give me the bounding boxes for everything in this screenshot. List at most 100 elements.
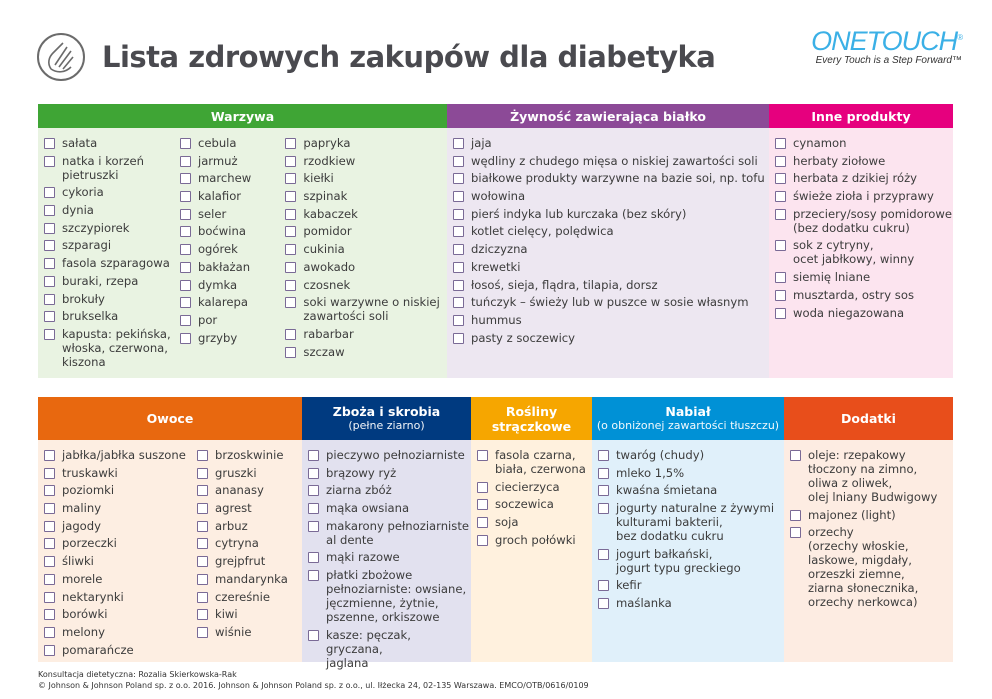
checkbox[interactable]	[790, 450, 801, 461]
list-item[interactable]: poziomki	[44, 483, 197, 497]
list-item[interactable]: cykoria	[44, 185, 180, 199]
list-item[interactable]: jogurt bałkański, jogurt typu greckiego	[598, 547, 784, 575]
checkbox[interactable]	[477, 450, 488, 461]
checkbox[interactable]	[775, 173, 786, 185]
checkbox[interactable]	[44, 450, 55, 461]
checkbox[interactable]	[179, 244, 191, 256]
list-item[interactable]: maślanka	[598, 596, 784, 610]
list-item[interactable]: rzodkiew	[285, 154, 447, 168]
checkbox[interactable]	[308, 570, 319, 582]
checkbox[interactable]	[179, 138, 191, 149]
checkbox[interactable]	[44, 644, 55, 656]
checkbox[interactable]	[44, 258, 55, 270]
checkbox[interactable]	[44, 626, 55, 638]
checkbox[interactable]	[179, 208, 191, 220]
checkbox[interactable]	[477, 499, 488, 511]
list-item[interactable]: białkowe produkty warzywne na bazie soi,…	[453, 171, 769, 185]
list-item[interactable]: grzyby	[179, 331, 285, 345]
checkbox[interactable]	[179, 297, 191, 309]
list-item[interactable]: kalafior	[179, 189, 285, 203]
list-item[interactable]: jogurty naturalne z żywymi kulturami bak…	[598, 501, 784, 543]
checkbox[interactable]	[477, 534, 488, 546]
list-item[interactable]: mąka owsiana	[308, 501, 471, 515]
checkbox[interactable]	[775, 208, 786, 220]
checkbox[interactable]	[285, 346, 297, 358]
list-item[interactable]: wiśnie	[197, 625, 302, 639]
list-item[interactable]: brukselka	[44, 309, 180, 323]
list-item[interactable]: majonez (light)	[790, 508, 953, 522]
checkbox[interactable]	[308, 450, 319, 461]
list-item[interactable]: bakłażan	[179, 260, 285, 274]
checkbox[interactable]	[179, 173, 191, 185]
checkbox[interactable]	[197, 609, 208, 621]
list-item[interactable]: soja	[477, 515, 592, 529]
list-item[interactable]: jarmuż	[179, 154, 285, 168]
checkbox[interactable]	[453, 191, 464, 203]
list-item[interactable]: dynia	[44, 203, 180, 217]
list-item[interactable]: marchew	[179, 171, 285, 185]
checkbox[interactable]	[453, 138, 464, 149]
checkbox[interactable]	[285, 226, 297, 238]
checkbox[interactable]	[453, 173, 464, 185]
list-item[interactable]: wołowina	[453, 189, 769, 203]
checkbox[interactable]	[453, 297, 464, 309]
list-item[interactable]: kiwi	[197, 607, 302, 621]
list-item[interactable]: pasty z soczewicy	[453, 331, 769, 345]
list-item[interactable]: mleko 1,5%	[598, 466, 784, 480]
checkbox[interactable]	[179, 155, 191, 167]
checkbox[interactable]	[285, 138, 297, 149]
checkbox[interactable]	[308, 552, 319, 564]
checkbox[interactable]	[44, 591, 55, 603]
list-item[interactable]: dziczyzna	[453, 242, 769, 256]
checkbox[interactable]	[179, 332, 191, 344]
list-item[interactable]: agrest	[197, 501, 302, 515]
list-item[interactable]: nektarynki	[44, 590, 197, 604]
list-item[interactable]: świeże zioła i przyprawy	[775, 189, 953, 203]
checkbox[interactable]	[44, 538, 55, 550]
checkbox[interactable]	[477, 481, 488, 493]
checkbox[interactable]	[44, 328, 55, 340]
list-item[interactable]: dymka	[179, 278, 285, 292]
list-item[interactable]: sok z cytryny, ocet jabłkowy, winny	[775, 238, 953, 266]
checkbox[interactable]	[285, 261, 297, 273]
list-item[interactable]: śliwki	[44, 554, 197, 568]
checkbox[interactable]	[179, 191, 191, 203]
list-item[interactable]: brązowy ryż	[308, 466, 471, 480]
list-item[interactable]: twaróg (chudy)	[598, 448, 784, 462]
checkbox[interactable]	[44, 240, 55, 252]
list-item[interactable]: kasze: pęczak, gryczana, jaglana	[308, 628, 471, 670]
checkbox[interactable]	[598, 548, 609, 560]
list-item[interactable]: buraki, rzepa	[44, 274, 180, 288]
list-item[interactable]: natka i korzeń pietruszki	[44, 154, 180, 182]
list-item[interactable]: orzechy (orzechy włoskie, laskowe, migda…	[790, 525, 953, 609]
list-item[interactable]: mąki razowe	[308, 550, 471, 564]
checkbox[interactable]	[44, 573, 55, 585]
checkbox[interactable]	[44, 311, 55, 323]
list-item[interactable]: ciecierzyca	[477, 480, 592, 494]
checkbox[interactable]	[308, 485, 319, 497]
list-item[interactable]: jaja	[453, 136, 769, 150]
list-item[interactable]: fasola czarna, biała, czerwona	[477, 448, 592, 476]
checkbox[interactable]	[285, 279, 297, 291]
list-item[interactable]: woda niegazowana	[775, 306, 953, 320]
checkbox[interactable]	[453, 226, 464, 238]
list-item[interactable]: kalarepa	[179, 295, 285, 309]
checkbox[interactable]	[179, 314, 191, 326]
list-item[interactable]: przeciery/sosy pomidorowe (bez dodatku c…	[775, 207, 953, 235]
checkbox[interactable]	[197, 467, 208, 479]
checkbox[interactable]	[775, 138, 786, 149]
list-item[interactable]: cukinia	[285, 242, 447, 256]
list-item[interactable]: kefir	[598, 578, 784, 592]
checkbox[interactable]	[179, 279, 191, 291]
checkbox[interactable]	[285, 208, 297, 220]
checkbox[interactable]	[308, 467, 319, 479]
checkbox[interactable]	[285, 173, 297, 185]
list-item[interactable]: boćwina	[179, 224, 285, 238]
list-item[interactable]: seler	[179, 207, 285, 221]
list-item[interactable]: jabłka/jabłka suszone	[44, 448, 197, 462]
checkbox[interactable]	[308, 503, 319, 515]
list-item[interactable]: hummus	[453, 313, 769, 327]
checkbox[interactable]	[179, 226, 191, 238]
checkbox[interactable]	[453, 244, 464, 256]
list-item[interactable]: soczewica	[477, 497, 592, 511]
